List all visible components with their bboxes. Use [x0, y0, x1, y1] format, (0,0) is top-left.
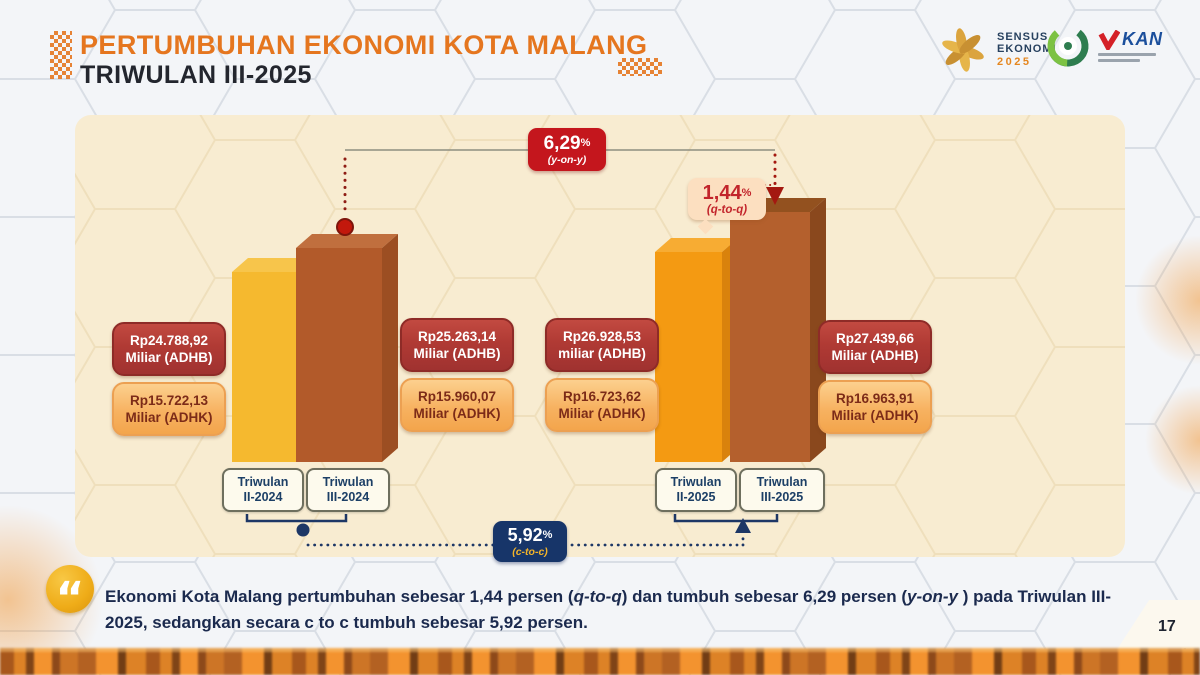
adhb-badge-q2-2025: Rp26.928,53 miliar (ADHB) — [545, 318, 659, 372]
bar-q2-2024 — [232, 258, 312, 462]
green-circular-logo-icon — [1047, 25, 1089, 67]
qtq-growth-badge: 1,44% (q-to-q) — [688, 178, 766, 220]
adhk-badge-q3-2024: Rp15.960,07 Miliar (ADHK) — [400, 378, 514, 432]
quote-icon: “ — [46, 565, 94, 621]
kan-checkmark-icon — [1098, 30, 1120, 50]
adhb-badge-q3-2025: Rp27.439,66 Miliar (ADHB) — [818, 320, 932, 374]
navy-up-arrow-icon — [735, 518, 751, 533]
kan-small-text-line — [1098, 53, 1156, 56]
yoy-growth-badge: 6,29% (y-on-y) — [528, 128, 606, 171]
quarter-label-q3-2025: Triwulan III-2025 — [739, 468, 825, 512]
quarter-label-q3-2024: Triwulan III-2024 — [306, 468, 390, 512]
kan-wordmark: KAN — [1122, 29, 1163, 49]
sensus-ekonomi-wordmark: SENSUS EKONOMI 2025 — [997, 31, 1057, 68]
adhk-badge-q2-2024: Rp15.722,13 Miliar (ADHK) — [112, 382, 226, 436]
navy-dot-marker — [296, 523, 310, 537]
summary-note: Ekonomi Kota Malang pertumbuhan sebesar … — [105, 587, 1112, 632]
bracket-2024 — [245, 514, 348, 523]
orange-glow-right-2 — [1145, 385, 1200, 495]
kan-logo: KAN — [1098, 30, 1176, 62]
ctc-connector — [245, 514, 779, 547]
kan-small-text-line-2 — [1098, 59, 1140, 62]
orange-glow-right — [1135, 235, 1200, 365]
bar-q3-2024 — [296, 234, 398, 462]
page-number: 17 — [1158, 618, 1176, 635]
adhb-badge-q3-2024: Rp25.263,14 Miliar (ADHB) — [400, 318, 514, 372]
page-subtitle: TRIWULAN III-2025 — [80, 61, 312, 89]
checker-decoration-left — [50, 31, 72, 79]
bar-q2-2025 — [655, 238, 738, 462]
bar-q3-2025 — [730, 198, 826, 462]
cityscape-strip — [0, 648, 1200, 675]
chart-panel: Rp24.788,92 Miliar (ADHB) Rp15.722,13 Mi… — [75, 115, 1125, 562]
sensus-ekonomi-logo-icon — [942, 28, 984, 72]
adhb-badge-q2-2024: Rp24.788,92 Miliar (ADHB) — [112, 322, 226, 376]
quarter-label-q2-2025: Triwulan II-2025 — [655, 468, 737, 512]
red-down-arrow-icon — [766, 187, 784, 205]
bracket-2025 — [673, 514, 779, 523]
adhk-badge-q2-2025: Rp16.723,62 Miliar (ADHK) — [545, 378, 659, 432]
checker-decoration-right — [618, 58, 662, 76]
quarter-label-q2-2024: Triwulan II-2024 — [222, 468, 304, 512]
ctc-growth-badge: 5,92% (c-to-c) — [493, 521, 567, 562]
adhk-badge-q3-2025: Rp16.963,91 Miliar (ADHK) — [818, 380, 932, 434]
red-dot-marker — [336, 218, 354, 236]
page-title: PERTUMBUHAN EKONOMI KOTA MALANG — [80, 30, 648, 60]
